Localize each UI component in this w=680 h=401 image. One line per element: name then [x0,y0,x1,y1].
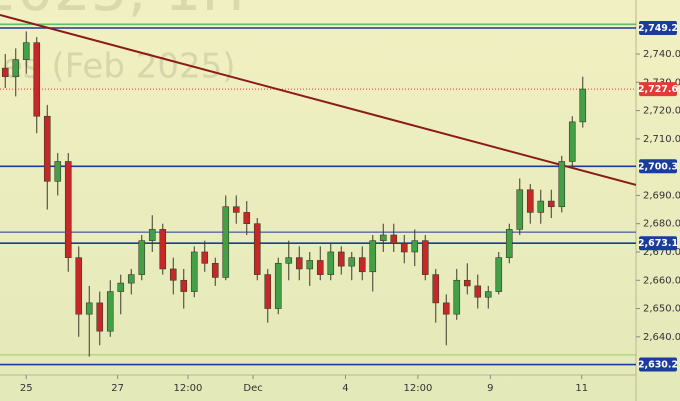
y-tick-label: 2,650.0 [643,304,680,315]
candle-body [547,200,555,208]
candle-body [579,88,587,123]
price-label-box [639,82,677,97]
candle-body [264,274,272,309]
candle-body [85,302,93,315]
price-label: 2,727.6 [638,84,679,95]
candle-body [495,257,503,292]
plot-area [0,14,636,366]
candle-body [516,189,524,230]
candle-body [222,206,230,278]
candle-body [159,229,167,270]
candle-body [127,274,135,284]
x-tick-label: Dec [243,383,262,394]
price-label-box [639,357,677,372]
candle-body [12,59,20,77]
candle-body [180,279,188,292]
candle-body [558,161,566,208]
x-tick-label: 12:00 [403,383,432,394]
x-tick-label: 9 [487,383,493,394]
candle-body [453,279,461,315]
candle-body [505,229,513,258]
candle-body [148,229,156,241]
y-tick-label: 2,660.0 [643,275,680,286]
candle-body [274,262,282,309]
x-tick-label: 12:00 [174,383,203,394]
candle-body [232,206,240,213]
candle-body [285,257,293,264]
watermark: 2025, 1H [0,0,245,24]
candle-body [54,161,62,182]
candle-body [327,251,335,275]
candle-body [1,67,9,77]
price-label-box [639,159,677,174]
y-tick-label: 2,670.0 [643,247,680,258]
candle-body [474,285,482,298]
x-tick-label: 25 [20,383,33,394]
candle-body [358,257,366,273]
y-tick-label: 2,640.0 [643,332,680,343]
candle-body [295,257,303,270]
candle-body [96,302,104,332]
candle-body [379,234,387,241]
y-tick-label: 2,740.0 [643,49,680,60]
candle-body [411,240,419,253]
candle-body [390,234,398,244]
candle-body [421,240,429,275]
candle-body [22,42,30,60]
price-label: 2,749.2 [638,23,678,34]
candle-body [117,282,125,292]
candle-body [526,189,534,213]
candle-body [43,115,51,182]
y-tick-label: 2,710.0 [643,134,680,145]
candle-body [33,42,41,117]
candle-body [316,260,324,275]
candle-body [169,268,177,281]
trend-line [0,14,636,186]
candle-body [138,240,146,275]
candle-body [400,243,408,253]
price-label-box [639,20,677,35]
candle-body [306,260,314,270]
price-label: 2,673.1 [638,238,678,249]
candle-body [432,274,440,304]
candle-body [337,251,345,267]
candle-body [243,212,251,224]
price-label: 2,630.2 [638,360,678,371]
candle-body [211,262,219,278]
price-label: 2,700.3 [638,161,678,172]
x-tick-label: 4 [342,383,348,394]
y-tick-label: 2,680.0 [643,219,680,230]
candle-body [369,240,377,273]
candle-body [201,251,209,264]
candle-body [537,200,545,213]
candle-body [484,291,492,298]
candle-body [463,279,471,287]
x-tick-label: 11 [575,383,588,394]
y-tick-label: 2,720.0 [643,106,680,117]
candle-body [253,223,261,275]
candle-body [64,161,72,258]
candle-body [348,257,356,267]
candle-body [442,302,450,315]
y-tick-label: 2,690.0 [643,190,680,201]
x-tick-label: 27 [111,383,124,394]
price-label-box [639,236,677,251]
candle-body [190,251,198,292]
candle-body [106,291,114,332]
candle-body [568,121,576,162]
candle-body [75,257,83,315]
